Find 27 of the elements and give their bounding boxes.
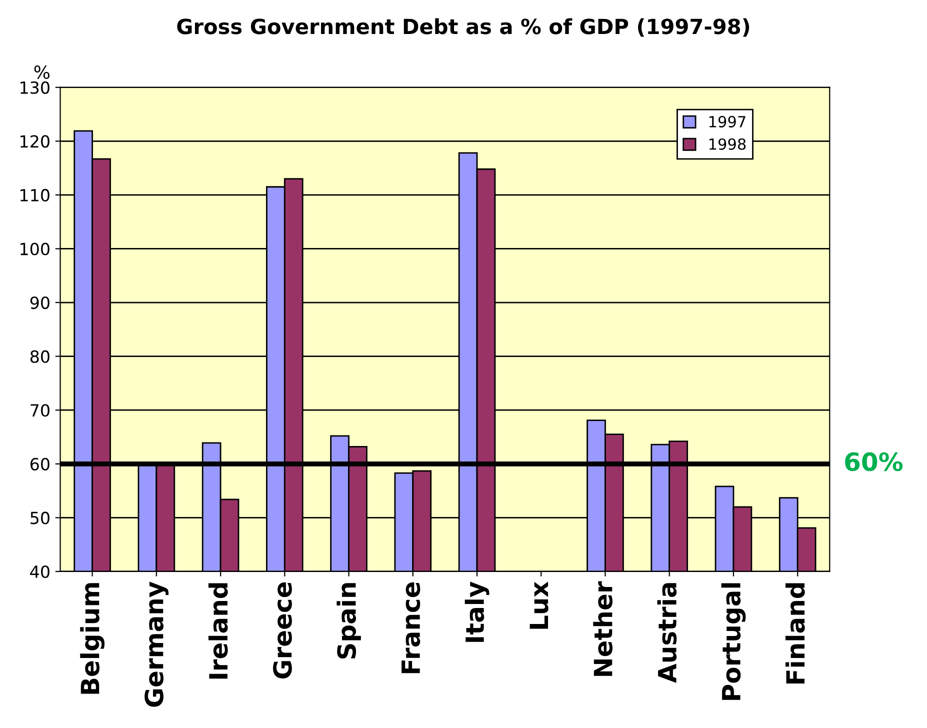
x-tick-label: Lux bbox=[530, 582, 548, 629]
y-tick-label: 70 bbox=[30, 404, 50, 417]
y-tick-label: 100 bbox=[20, 242, 50, 256]
legend-label: 1998 bbox=[709, 138, 746, 150]
ref-line-label: 60% bbox=[845, 452, 903, 472]
y-tick-label: 40 bbox=[30, 565, 50, 578]
x-tick-label: Belgium bbox=[80, 583, 105, 694]
y-tick-label: 50 bbox=[30, 512, 50, 524]
x-tick-label: France bbox=[402, 582, 420, 674]
x-tick-label: Greece bbox=[273, 582, 292, 678]
x-tick-label: Ireland bbox=[208, 583, 228, 679]
x-tick-label: Portugal bbox=[721, 583, 746, 700]
x-tick-label: Finland bbox=[786, 583, 805, 684]
y-tick-label: 130 bbox=[20, 81, 50, 94]
y-tick-label: 90 bbox=[30, 296, 50, 310]
y-tick-label: 80 bbox=[30, 350, 50, 363]
chart-title: Gross Government Debt as a % of GDP (1997-98) bbox=[177, 18, 750, 37]
y-tick-label: 110 bbox=[20, 188, 50, 202]
y-tick-label: 60 bbox=[30, 458, 50, 470]
x-tick-label: Nether bbox=[593, 581, 613, 676]
x-tick-label: Austria bbox=[657, 583, 677, 683]
legend-label: 1997 bbox=[709, 116, 746, 128]
y-axis-title: % bbox=[34, 65, 50, 80]
y-tick-label: 120 bbox=[20, 135, 50, 148]
x-tick-label: Germany bbox=[144, 582, 169, 707]
x-tick-label: Italy bbox=[464, 582, 490, 642]
x-tick-label: Spain bbox=[336, 583, 361, 659]
